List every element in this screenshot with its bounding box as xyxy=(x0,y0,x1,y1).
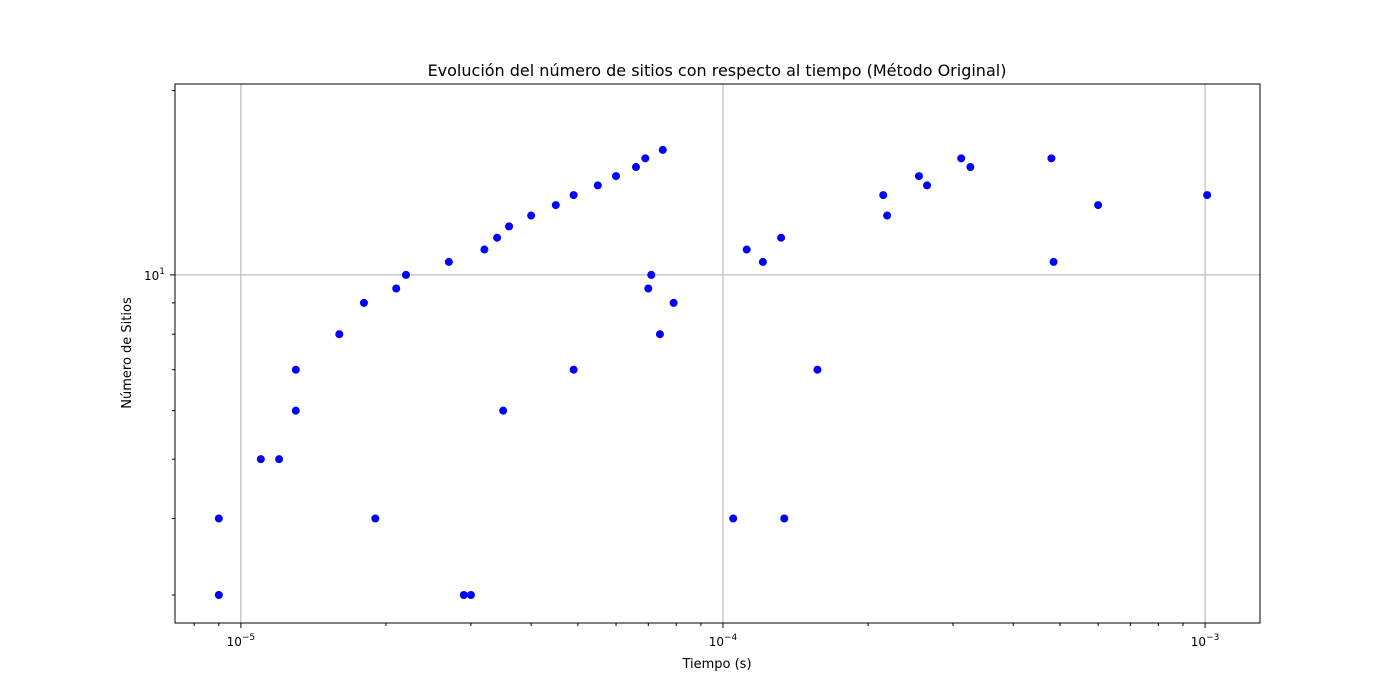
scatter-point xyxy=(1047,154,1056,163)
scatter-point xyxy=(813,365,822,374)
scatter-point xyxy=(359,298,368,307)
scatter-point xyxy=(879,191,888,200)
scatter-point xyxy=(780,514,789,523)
scatter-point xyxy=(644,284,653,293)
scatter-point xyxy=(291,406,300,415)
scatter-point xyxy=(551,201,560,210)
x-axis-label: Tiempo (s) xyxy=(681,657,751,672)
data-points xyxy=(214,145,1212,599)
scatter-point xyxy=(214,590,223,599)
x-tick-label: 10−5 xyxy=(227,633,256,649)
scatter-point xyxy=(655,330,664,339)
scatter-point xyxy=(569,365,578,374)
scatter-point xyxy=(466,590,475,599)
plot-frame xyxy=(174,83,1261,624)
scatter-point xyxy=(505,222,514,231)
scatter-point xyxy=(923,181,932,190)
scatter-point xyxy=(499,406,508,415)
scatter-point xyxy=(669,298,678,307)
scatter-point xyxy=(729,514,738,523)
scatter-point xyxy=(527,211,536,220)
scatter-point xyxy=(291,365,300,374)
y-axis-label: Número de Sitios xyxy=(120,297,135,409)
scatter-point xyxy=(641,154,650,163)
scatter-point xyxy=(1094,201,1103,210)
scatter-point xyxy=(256,455,265,464)
scatter-point xyxy=(883,211,892,220)
y-tick-label: 101 xyxy=(144,267,165,283)
scatter-point xyxy=(459,590,468,599)
grid-lines xyxy=(175,84,1260,623)
scatter-point xyxy=(966,163,975,172)
scatter-point xyxy=(777,233,786,242)
scatter-point xyxy=(758,257,767,266)
chart-title: Evolución del número de sitios con respe… xyxy=(428,61,1007,80)
scatter-point xyxy=(371,514,380,523)
scatter-point xyxy=(593,181,602,190)
scatter-point xyxy=(493,233,502,242)
scatter-point xyxy=(569,191,578,200)
scatter-point xyxy=(1203,191,1212,200)
scatter-point xyxy=(914,172,923,181)
scatter-point xyxy=(401,270,410,279)
scatter-point xyxy=(214,514,223,523)
x-tick-label: 10−4 xyxy=(709,633,738,649)
scatter-point xyxy=(1049,257,1058,266)
scatter-point xyxy=(658,145,667,154)
scatter-point xyxy=(275,455,284,464)
axis-ticks: 10−5 10−4 10−3 101 xyxy=(144,90,1220,649)
scatter-point xyxy=(742,245,751,254)
scatter-point xyxy=(631,163,640,172)
scatter-point xyxy=(392,284,401,293)
scatter-point xyxy=(647,270,656,279)
scatter-point xyxy=(480,245,489,254)
scatter-point xyxy=(957,154,966,163)
x-tick-label: 10−3 xyxy=(1191,633,1220,649)
scatter-point xyxy=(444,257,453,266)
scatter-point xyxy=(612,172,621,181)
scatter-point xyxy=(335,330,344,339)
